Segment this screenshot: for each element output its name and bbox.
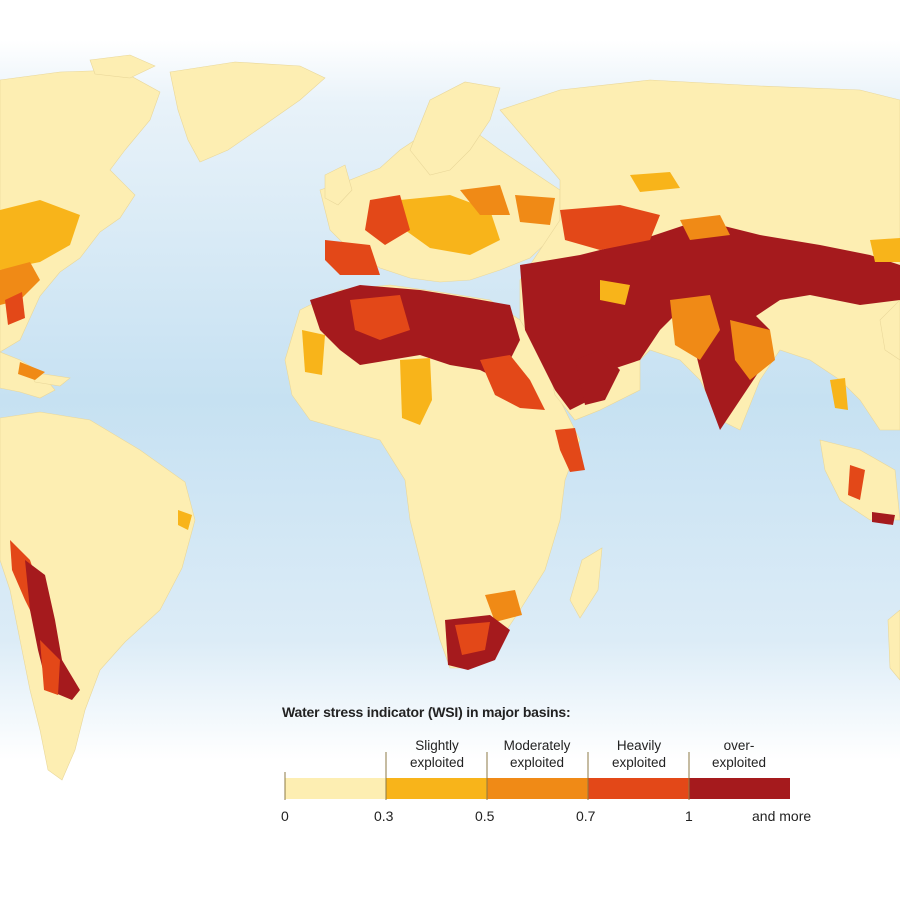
- stress-zone-slightly: [400, 195, 500, 255]
- stress-zone-slightly: [630, 172, 680, 192]
- stress-zone-slightly: [302, 330, 325, 375]
- madagascar: [569, 547, 603, 619]
- legend-tick-label: 0.7: [576, 808, 596, 824]
- legend-category-line2: exploited: [509, 755, 565, 770]
- legend-category-line2: exploited: [711, 755, 767, 770]
- legend-swatch-none: [285, 778, 386, 799]
- stress-zones: [0, 172, 900, 700]
- legend-category-line2: exploited: [611, 755, 667, 770]
- legend-swatch-moderately: [487, 778, 588, 799]
- stress-zone-moderately: [0, 262, 40, 305]
- stress-zone-heavily: [555, 428, 585, 472]
- stress-zone-moderately: [18, 362, 45, 380]
- stress-zone-moderately: [680, 215, 730, 240]
- stress-zone-moderately: [485, 590, 522, 622]
- legend-tick-label: 0: [281, 808, 289, 824]
- legend-category-over: over- exploited: [689, 737, 789, 771]
- stress-zone-over: [872, 512, 895, 525]
- stress-zone-slightly: [0, 200, 80, 270]
- stress-zone-over: [520, 220, 900, 410]
- stress-zone-heavily: [325, 240, 380, 275]
- stress-zone-heavily: [5, 292, 25, 325]
- stress-zone-heavily: [365, 195, 410, 245]
- north-america: [0, 69, 161, 353]
- legend-category-line1: Slightly: [415, 738, 459, 753]
- australia-edge: [887, 609, 900, 681]
- legend-swatch-slightly: [386, 778, 487, 799]
- stress-zone-heavily: [848, 465, 865, 500]
- stress-zone-heavily: [455, 622, 490, 655]
- stress-zone-slightly: [600, 280, 630, 305]
- legend-category-slightly: Slightly exploited: [390, 737, 484, 771]
- legend-title: Water stress indicator (WSI) in major ba…: [282, 704, 571, 720]
- legend-scale: [284, 752, 790, 800]
- legend-tick-label: 0.3: [374, 808, 394, 824]
- legend-category-line1: Heavily: [616, 738, 662, 753]
- stress-zone-heavily: [40, 640, 60, 695]
- legend-category-heavily: Heavily exploited: [590, 737, 688, 771]
- stress-zone-slightly: [870, 238, 900, 262]
- legend-category-moderately: Moderately exploited: [487, 737, 587, 771]
- japan: [879, 299, 900, 361]
- stress-zone-over: [25, 560, 80, 700]
- legend-category-line1: over-: [723, 738, 755, 753]
- legend-tick-label: 1: [685, 808, 693, 824]
- stress-zone-heavily: [480, 355, 545, 410]
- legend-swatch-heavily: [588, 778, 689, 799]
- stress-zone-moderately: [460, 185, 510, 215]
- legend-category-line1: Moderately: [503, 738, 571, 753]
- legend-tick-label: and more: [752, 808, 812, 824]
- stress-zone-slightly: [400, 358, 432, 425]
- greenland: [169, 61, 326, 163]
- british-isles: [324, 164, 353, 206]
- stress-zone-moderately: [515, 195, 555, 225]
- stress-zone-slightly: [178, 510, 192, 530]
- legend-tick-label: 0.5: [475, 808, 495, 824]
- arctic-islands: [89, 54, 156, 79]
- stress-zone-heavily: [560, 205, 660, 250]
- stress-zone-heavily: [350, 295, 410, 340]
- stress-zone-moderately: [730, 320, 775, 380]
- stress-zone-slightly: [830, 378, 848, 410]
- stress-zone-moderately: [670, 295, 720, 360]
- legend-category-line2: exploited: [409, 755, 465, 770]
- legend-swatch-over: [689, 778, 790, 799]
- scandinavia: [409, 81, 501, 176]
- stress-zone-over: [575, 350, 620, 405]
